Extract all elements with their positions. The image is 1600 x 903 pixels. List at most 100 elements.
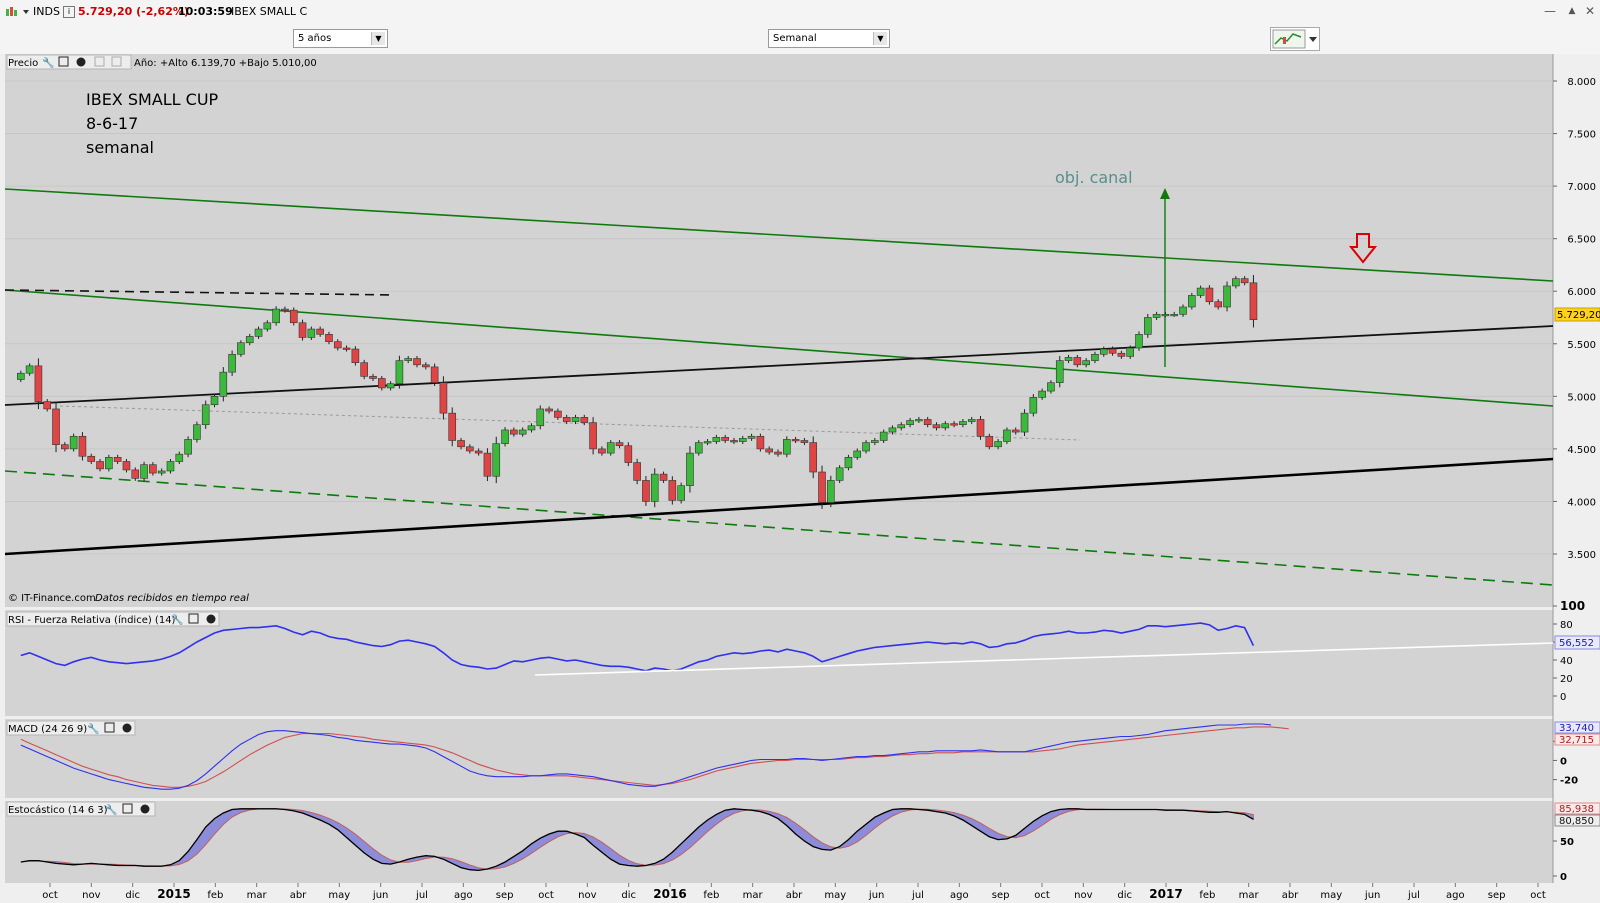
candle[interactable] — [149, 462, 157, 476]
candle[interactable] — [721, 434, 729, 444]
candle[interactable] — [1108, 346, 1117, 356]
candle[interactable] — [166, 458, 175, 474]
candle[interactable] — [96, 458, 104, 472]
candle[interactable] — [650, 468, 659, 508]
candle[interactable] — [184, 436, 192, 458]
support-line-upper[interactable] — [4, 325, 1554, 406]
wrench-icon[interactable]: 🔧 — [42, 56, 54, 69]
candle[interactable] — [1232, 276, 1240, 289]
candle[interactable] — [1003, 427, 1011, 445]
candle[interactable] — [897, 422, 906, 431]
remove-icon[interactable] — [140, 804, 150, 814]
candle[interactable] — [254, 326, 263, 339]
candle[interactable] — [1179, 304, 1187, 317]
candle[interactable] — [738, 435, 747, 445]
candle[interactable] — [1135, 331, 1143, 351]
candle[interactable] — [1020, 409, 1029, 437]
candle[interactable] — [571, 414, 580, 425]
candle[interactable] — [1223, 281, 1231, 312]
period-select[interactable]: 5 años ▼ — [293, 29, 388, 48]
candle[interactable] — [1170, 311, 1179, 317]
candle[interactable] — [686, 446, 694, 493]
candle[interactable] — [413, 355, 421, 368]
candle[interactable] — [879, 429, 888, 444]
candle[interactable] — [1196, 285, 1205, 298]
price-chart[interactable]: 8.000 7.500 7.000 6.500 6.000 5.500 5.000 4.500… — [0, 54, 1600, 903]
candle[interactable] — [527, 423, 536, 433]
chart-type-button[interactable] — [1270, 27, 1320, 51]
candle[interactable] — [1091, 351, 1099, 364]
channel-lower-dashed-line[interactable] — [4, 470, 1554, 586]
candle[interactable] — [210, 393, 219, 408]
candle[interactable] — [1249, 275, 1258, 328]
window-icon[interactable] — [104, 722, 115, 733]
candle[interactable] — [448, 407, 457, 447]
candle[interactable] — [774, 449, 782, 457]
candle[interactable] — [1082, 358, 1090, 368]
candle[interactable] — [976, 415, 985, 440]
candle[interactable] — [34, 358, 43, 410]
candle[interactable] — [87, 453, 96, 465]
candle[interactable] — [598, 446, 606, 456]
candle[interactable] — [510, 427, 518, 437]
candle[interactable] — [562, 414, 571, 425]
candle[interactable] — [1117, 350, 1126, 359]
candle[interactable] — [325, 331, 333, 345]
window-icon[interactable] — [122, 803, 133, 814]
candle[interactable] — [263, 320, 272, 332]
candle[interactable] — [219, 367, 228, 402]
candle[interactable] — [994, 439, 1002, 450]
candle[interactable] — [483, 448, 492, 482]
maximize-icon[interactable]: ▲ — [1568, 6, 1576, 16]
candle[interactable] — [642, 476, 650, 506]
candle[interactable] — [606, 440, 615, 456]
candle[interactable] — [175, 451, 184, 465]
candle[interactable] — [941, 421, 950, 431]
candle[interactable] — [950, 421, 958, 428]
candle[interactable] — [756, 433, 765, 452]
copy-icon[interactable] — [94, 56, 105, 67]
price-panel[interactable] — [5, 54, 1553, 607]
candle[interactable] — [615, 440, 624, 449]
wrench-icon[interactable]: 🔧 — [171, 613, 183, 626]
candle[interactable] — [466, 444, 474, 454]
candle[interactable] — [1214, 299, 1223, 310]
support-line-lower[interactable] — [4, 457, 1554, 556]
candle[interactable] — [694, 440, 703, 456]
candle[interactable] — [78, 432, 87, 461]
candle[interactable] — [69, 433, 78, 452]
candle[interactable] — [439, 376, 448, 420]
close-icon[interactable]: ✕ — [1584, 4, 1596, 18]
channel-upper-line[interactable] — [4, 188, 1554, 282]
info-icon[interactable]: i — [63, 6, 75, 18]
candle[interactable] — [932, 422, 941, 431]
candle[interactable] — [1205, 285, 1214, 305]
candle[interactable] — [105, 454, 113, 472]
candle[interactable] — [1073, 354, 1082, 368]
candle[interactable] — [545, 406, 553, 414]
candle[interactable] — [668, 476, 677, 505]
candle[interactable] — [967, 416, 976, 425]
candle[interactable] — [395, 355, 404, 389]
candle[interactable] — [360, 359, 368, 380]
candle[interactable] — [316, 326, 324, 337]
chevron-down-icon[interactable]: ▼ — [873, 32, 887, 45]
candle[interactable] — [333, 339, 342, 351]
symbol-dropdown-icon[interactable] — [22, 6, 30, 18]
candle[interactable] — [624, 442, 633, 467]
candle[interactable] — [157, 468, 166, 476]
candle[interactable] — [765, 446, 773, 455]
candle[interactable] — [1099, 346, 1108, 357]
candle[interactable] — [677, 482, 685, 504]
candle[interactable] — [193, 421, 201, 443]
candle[interactable] — [888, 425, 897, 435]
rsi-panel[interactable] — [5, 610, 1553, 716]
candle[interactable] — [457, 437, 465, 450]
candle[interactable] — [298, 319, 307, 341]
candle[interactable] — [800, 437, 809, 446]
candle[interactable] — [377, 375, 386, 391]
candle[interactable] — [140, 461, 148, 482]
candle[interactable] — [289, 307, 298, 326]
candle[interactable] — [1161, 311, 1170, 317]
candle[interactable] — [1064, 354, 1073, 364]
